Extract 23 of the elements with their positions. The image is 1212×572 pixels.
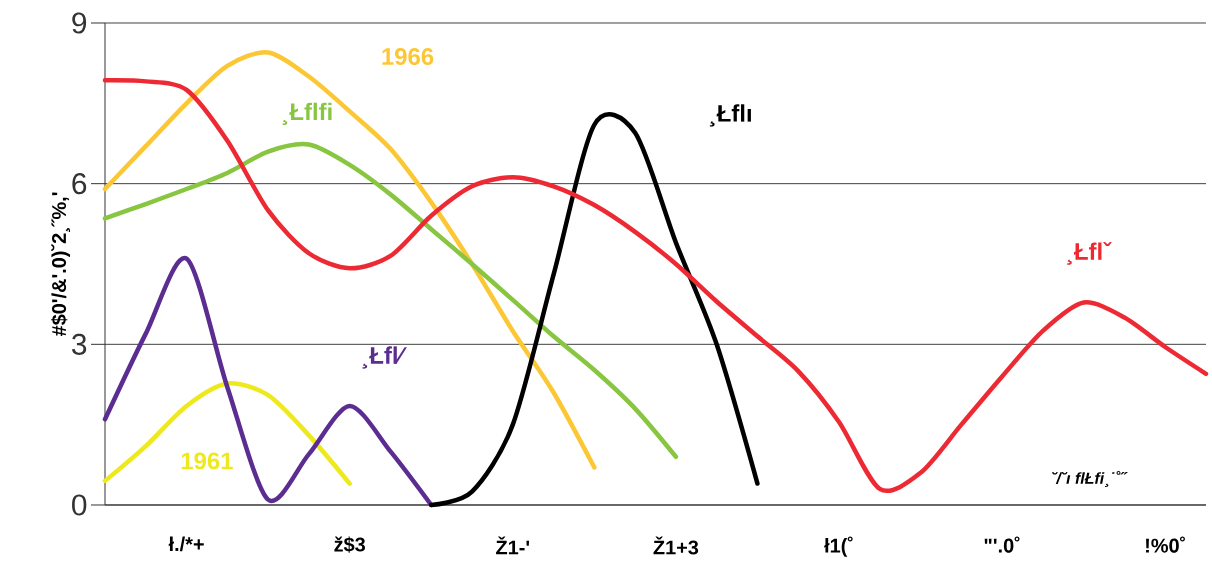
x-tick-label: ł./*+ (168, 536, 204, 552)
line-series (102, 256, 434, 508)
line-series (102, 50, 597, 470)
series-label: 1961 (181, 452, 233, 470)
y-tick-label: 0 (72, 494, 87, 516)
annotation: ˘/˘ı flŁfi¸˙˚˝ (1052, 470, 1128, 488)
x-tick-label: Ž1+3 (653, 536, 699, 555)
y-tick-label: 3 (72, 333, 87, 355)
series-label: ¸Łflˇ (1067, 241, 1112, 265)
line-series (102, 78, 1209, 492)
y-axis-title: #$0'/&'.0)˘2¸˝%,' (51, 192, 71, 337)
x-tick-label: ž$3 (334, 536, 366, 553)
x-tick-label: "'.0˚ (984, 536, 1020, 553)
y-tick-label: 9 (72, 12, 87, 34)
text: ¸Łflı (709, 104, 751, 127)
line-series (102, 380, 352, 486)
x-tick-label: Ž1-' (496, 536, 530, 555)
x-tick-label: !%0˚ (1146, 536, 1185, 553)
x-tick-label: ł1(˚ (824, 536, 853, 557)
y-tick-label: 6 (72, 173, 87, 195)
text: 1966 (382, 48, 434, 65)
series-label: ¸Łflfi (282, 102, 332, 125)
series-label: ¸Łfl⁄ (362, 346, 407, 369)
